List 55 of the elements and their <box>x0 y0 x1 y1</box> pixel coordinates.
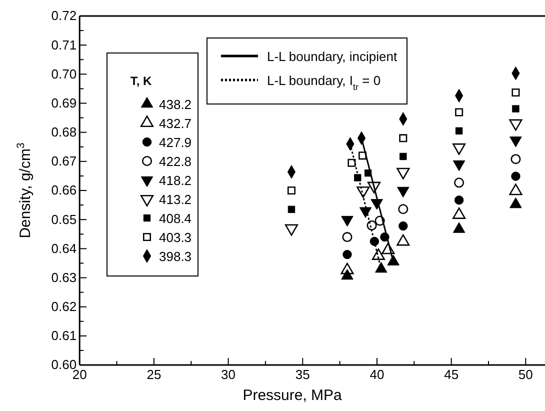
point <box>511 172 520 181</box>
point <box>348 158 356 167</box>
legend-label: 408.4 <box>159 211 192 226</box>
point <box>342 250 352 260</box>
point <box>398 204 408 214</box>
point <box>454 195 464 205</box>
x-tick-label: 25 <box>146 367 162 382</box>
y-tick-label: 0.64 <box>51 240 77 256</box>
legend-label: 418.2 <box>159 173 192 188</box>
y-tick-label: 0.62 <box>51 298 77 314</box>
point <box>455 127 463 134</box>
legend-label: 432.7 <box>159 116 192 131</box>
point <box>354 174 362 182</box>
point <box>399 134 408 142</box>
point <box>356 186 370 198</box>
y-tick-label: 0.66 <box>51 182 77 198</box>
y-tick-label: 0.65 <box>51 212 77 227</box>
legend-label: L-L boundary, I$_{tr}$ = 0 <box>267 73 381 92</box>
y-tick-label: 0.70 <box>51 66 77 82</box>
legend-label: 422.8 <box>159 154 192 169</box>
y-tick-label: 0.61 <box>51 328 77 344</box>
point <box>455 108 464 116</box>
x-tick-label: 50 <box>518 367 533 382</box>
legend-label: 403.3 <box>159 230 192 245</box>
legend-title: T, K <box>130 74 152 88</box>
y-tick-label: 0.67 <box>51 154 77 169</box>
point <box>287 186 296 195</box>
point <box>512 88 520 96</box>
x-axis-title: Pressure, MPa <box>242 387 343 404</box>
point <box>342 232 352 242</box>
point <box>370 236 380 246</box>
point <box>510 154 521 164</box>
legend-label: 398.3 <box>159 249 192 264</box>
point <box>366 220 377 230</box>
y-tick-label: 0.69 <box>51 95 77 110</box>
point <box>398 221 408 231</box>
point <box>374 216 385 226</box>
point <box>358 152 367 160</box>
point <box>512 105 520 112</box>
y-tick-label: 0.68 <box>51 124 77 140</box>
point <box>400 152 407 160</box>
x-tick-label: 40 <box>370 367 384 382</box>
legend-label: 438.2 <box>159 97 192 112</box>
point <box>452 143 466 155</box>
point <box>288 206 296 214</box>
point <box>454 178 464 188</box>
y-tick-label: 0.71 <box>51 37 77 52</box>
y-tick-label: 0.63 <box>51 270 77 285</box>
x-tick-label: 30 <box>221 367 236 382</box>
x-tick-label: 35 <box>295 367 310 382</box>
y-tick-label: 0.72 <box>51 8 77 24</box>
legend-label: 413.2 <box>159 192 192 207</box>
x-tick-label: 45 <box>444 367 459 382</box>
legend-label: 427.9 <box>159 135 192 150</box>
legend-label: L-L boundary, incipient <box>267 49 398 64</box>
